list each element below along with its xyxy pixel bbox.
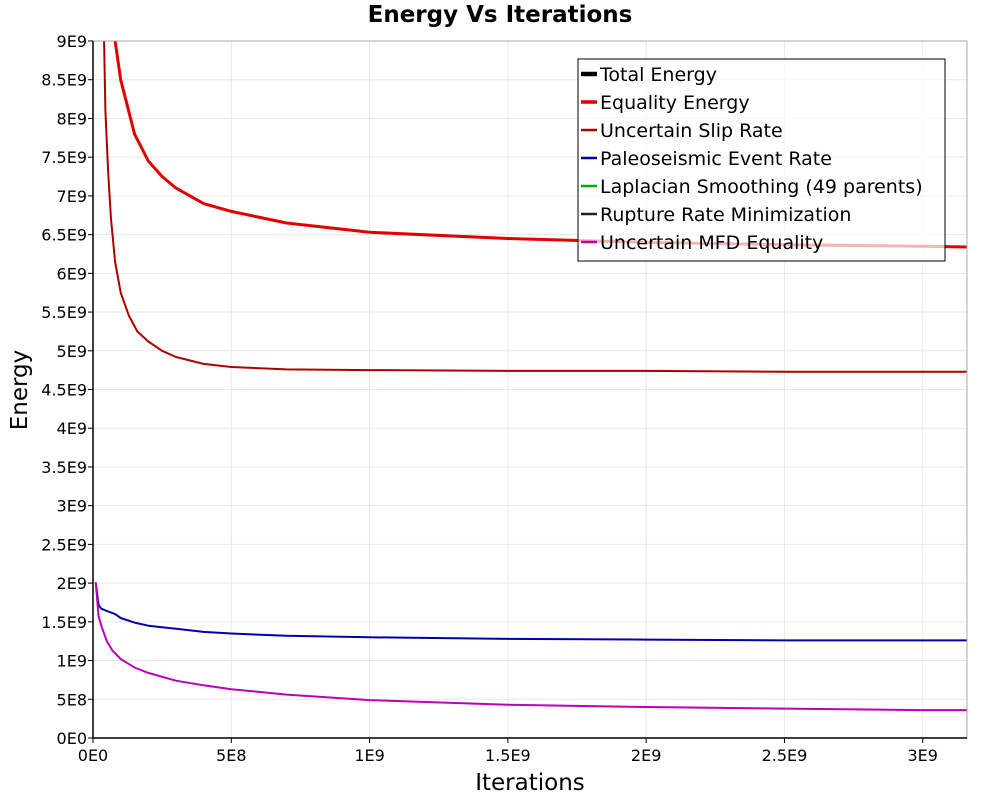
chart-title: Energy Vs Iterations <box>368 2 633 28</box>
y-tick-label: 5E8 <box>57 690 87 709</box>
y-tick-label: 9E9 <box>57 32 87 51</box>
legend-item: Total Energy <box>581 64 717 86</box>
y-tick-label: 5.5E9 <box>41 303 87 322</box>
y-tick-label: 3E9 <box>57 497 87 516</box>
x-tick-label: 2E9 <box>631 746 661 765</box>
legend-label: Total Energy <box>599 64 717 86</box>
y-tick-label: 4E9 <box>57 419 87 438</box>
y-tick-label: 8.5E9 <box>41 71 87 90</box>
legend-label: Uncertain Slip Rate <box>600 120 783 142</box>
legend-label: Equality Energy <box>600 92 750 114</box>
y-tick-label: 8E9 <box>57 109 87 128</box>
x-axis-label: Iterations <box>475 770 585 796</box>
legend-box <box>577 58 946 262</box>
x-tick-label: 1E9 <box>354 746 384 765</box>
x-tick-label: 5E8 <box>216 746 246 765</box>
legend-item: Paleoseismic Event Rate <box>581 148 832 170</box>
y-tick-label: 2.5E9 <box>41 535 87 554</box>
series-line-paleoseismic-event-rate <box>94 582 967 642</box>
y-tick-label: 7.5E9 <box>41 148 87 167</box>
legend-label: Laplacian Smoothing (49 parents) <box>600 176 923 198</box>
legend-item: Uncertain MFD Equality <box>581 232 823 254</box>
x-tick-label: 2.5E9 <box>762 746 808 765</box>
legend-item: Uncertain Slip Rate <box>581 120 783 142</box>
legend-label: Rupture Rate Minimization <box>600 204 851 226</box>
legend-item: Equality Energy <box>581 92 750 114</box>
axes: 0E0 5E8 1E9 1.5E9 2E9 2.5E9 3E9 0E0 5E8 1E9 1.5E9… <box>41 32 967 765</box>
y-tick-label: 6.5E9 <box>41 226 87 245</box>
legend-label: Uncertain MFD Equality <box>600 232 823 254</box>
legend-items: Total Energy Equality Energy Uncertain Sli… <box>581 64 923 254</box>
x-tick-label: 0E0 <box>78 746 108 765</box>
y-tick-label: 5E9 <box>57 342 87 361</box>
y-tick-label: 7E9 <box>57 187 87 206</box>
y-tick-label: 2E9 <box>57 574 87 593</box>
y-ticks: 0E0 5E8 1E9 1.5E9 2E9 2.5E9 3E9 3.5E9 4E9 4.5E9 5E… <box>41 32 93 748</box>
y-tick-label: 3.5E9 <box>41 458 87 477</box>
y-tick-label: 4.5E9 <box>41 381 87 400</box>
y-tick-label: 6E9 <box>57 264 87 283</box>
y-tick-label: 1E9 <box>57 652 87 671</box>
y-tick-label: 0E0 <box>57 729 87 748</box>
x-tick-label: 1.5E9 <box>485 746 531 765</box>
series-line-uncertain-mfd-equality <box>94 582 967 712</box>
legend-item: Laplacian Smoothing (49 parents) <box>581 176 923 198</box>
x-ticks: 0E0 5E8 1E9 1.5E9 2E9 2.5E9 3E9 <box>78 738 938 765</box>
x-tick-label: 3E9 <box>908 746 938 765</box>
series-line-uncertain-slip-rate <box>103 41 967 373</box>
legend: Total Energy Equality Energy Uncertain Sli… <box>577 58 946 262</box>
legend-item: Rupture Rate Minimization <box>581 204 851 226</box>
y-tick-label: 1.5E9 <box>41 613 87 632</box>
legend-label: Paleoseismic Event Rate <box>600 148 832 170</box>
y-axis-label: Energy <box>7 350 33 431</box>
